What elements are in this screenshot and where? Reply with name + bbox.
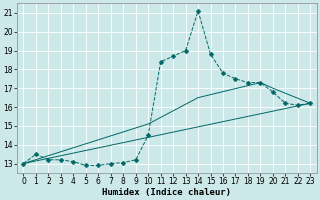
X-axis label: Humidex (Indice chaleur): Humidex (Indice chaleur) bbox=[102, 188, 231, 197]
